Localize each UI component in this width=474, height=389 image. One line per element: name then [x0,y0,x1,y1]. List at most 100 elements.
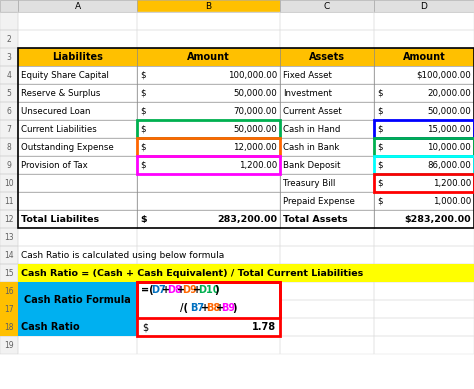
Bar [137,156,280,174]
Text: B9: B9 [221,303,236,313]
Text: Cash Ratio = (Cash + Cash Equivalent) / Total Current Liabilities: Cash Ratio = (Cash + Cash Equivalent) / … [21,268,363,277]
Bar [280,138,374,156]
Bar [18,156,137,174]
Text: 9: 9 [7,161,11,170]
Text: 1,000.00: 1,000.00 [433,196,471,205]
Text: Assets: Assets [309,52,345,62]
Bar [137,120,280,138]
Bar [0,174,18,192]
Bar [374,192,474,210]
Bar [18,30,137,48]
Bar [374,120,474,138]
Bar [137,66,280,84]
Bar [0,318,18,336]
Bar [0,282,18,318]
Text: 7: 7 [7,124,11,133]
Bar [374,138,474,156]
Text: 20,000.00: 20,000.00 [427,89,471,98]
Bar [280,282,374,300]
Bar [0,66,18,84]
Text: Fixed Asset: Fixed Asset [283,70,332,79]
Text: D7: D7 [151,285,166,295]
Bar [18,282,137,300]
Bar [280,84,374,102]
Text: +: + [193,285,201,295]
Bar [18,138,137,156]
Bar [0,228,18,246]
Bar [0,282,18,300]
Text: 16: 16 [4,287,14,296]
Text: 19: 19 [4,340,14,349]
Text: $283,200.00: $283,200.00 [404,214,471,224]
Bar [0,30,18,48]
Text: +: + [177,285,185,295]
Bar [374,336,474,354]
Bar [374,228,474,246]
Bar [18,264,137,282]
Bar [280,336,374,354]
Bar [280,30,374,48]
Bar [374,120,474,138]
Text: B: B [205,2,211,11]
Bar [0,264,18,282]
Bar [18,300,137,318]
Bar [0,282,18,300]
Bar [374,102,474,120]
Bar [280,120,374,138]
Bar [374,264,474,282]
Bar [18,336,137,354]
Bar [280,246,374,264]
Bar [280,120,374,138]
Text: Amount: Amount [402,52,446,62]
Bar [18,174,137,192]
Bar [18,318,137,336]
Bar [374,174,474,192]
Bar [0,156,18,174]
Bar [0,138,18,156]
Bar [137,192,280,210]
Bar [0,210,18,228]
Bar [137,156,280,174]
Bar [0,318,18,336]
Bar [280,300,374,318]
Bar [18,66,137,84]
Text: Unsecured Loan: Unsecured Loan [21,107,91,116]
Text: Treasury Bill: Treasury Bill [283,179,336,187]
Bar [137,336,280,354]
Bar [137,138,280,156]
Bar [0,336,18,354]
Bar [0,66,18,84]
Bar [0,156,18,174]
Text: 12: 12 [4,214,14,224]
Bar [374,192,474,210]
Bar [280,264,374,282]
Bar [137,84,280,102]
Bar [0,192,18,210]
Bar [137,300,280,318]
Bar [137,102,280,120]
Text: Prepaid Expense: Prepaid Expense [283,196,355,205]
Bar [137,12,280,30]
Bar [18,264,474,282]
Bar [18,246,137,264]
Text: Cash in Bank: Cash in Bank [283,142,339,151]
Text: 14: 14 [4,251,14,259]
Bar [374,174,474,192]
Bar [137,30,280,48]
Bar [374,156,474,174]
Bar [280,336,374,354]
Bar [18,12,137,30]
Bar [18,228,137,246]
Bar [374,48,474,66]
Bar [0,84,18,102]
Text: +: + [201,303,209,313]
Bar [374,66,474,84]
Bar [374,264,474,282]
Bar [0,102,18,120]
Bar [0,192,18,210]
Bar [18,48,137,66]
Bar [280,66,374,84]
Bar [18,210,137,228]
Bar [0,48,18,66]
Bar [18,120,137,138]
